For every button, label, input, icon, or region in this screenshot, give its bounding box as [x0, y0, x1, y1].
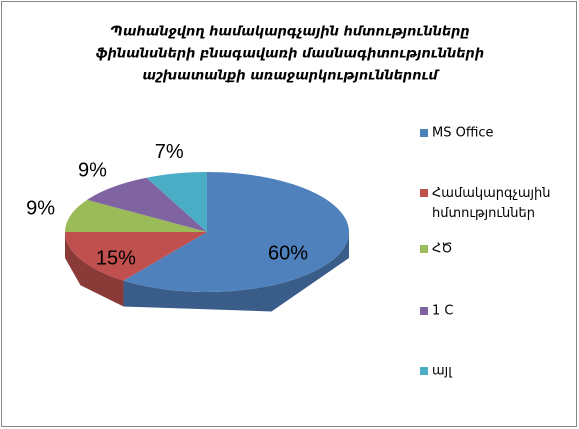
chart-title: Պահանջվող համակարգչային հմտությունները — [110, 25, 469, 40]
chart-title: աշխատանքի առաջարկություններում — [142, 69, 440, 84]
legend-swatch — [420, 367, 428, 375]
pie-slice — [123, 172, 349, 292]
legend-label: այլ — [432, 364, 452, 379]
data-label: 7% — [155, 141, 184, 163]
chart-title: ֆինանսների բնագավառի մասնագիտությունների — [96, 47, 484, 62]
pie-slice — [65, 232, 207, 281]
data-label: 60% — [268, 242, 308, 264]
pie-side — [123, 232, 349, 312]
legend-label: Համակարգչային հմտություններ — [432, 186, 551, 221]
legend-swatch — [420, 189, 428, 197]
pie-slice — [65, 199, 207, 232]
data-label: 15% — [96, 247, 136, 269]
pie-side — [65, 232, 124, 307]
legend-swatch — [420, 129, 428, 137]
pie-slice — [146, 172, 207, 232]
legend-label: MS Office — [432, 126, 494, 141]
data-label: 9% — [26, 198, 55, 220]
data-label: 9% — [78, 160, 107, 182]
pie-slice — [87, 177, 207, 232]
legend-swatch — [420, 307, 428, 315]
legend-swatch — [420, 245, 428, 253]
legend-label: 1 C — [432, 304, 453, 319]
legend-label: ՀԾ — [432, 242, 453, 257]
